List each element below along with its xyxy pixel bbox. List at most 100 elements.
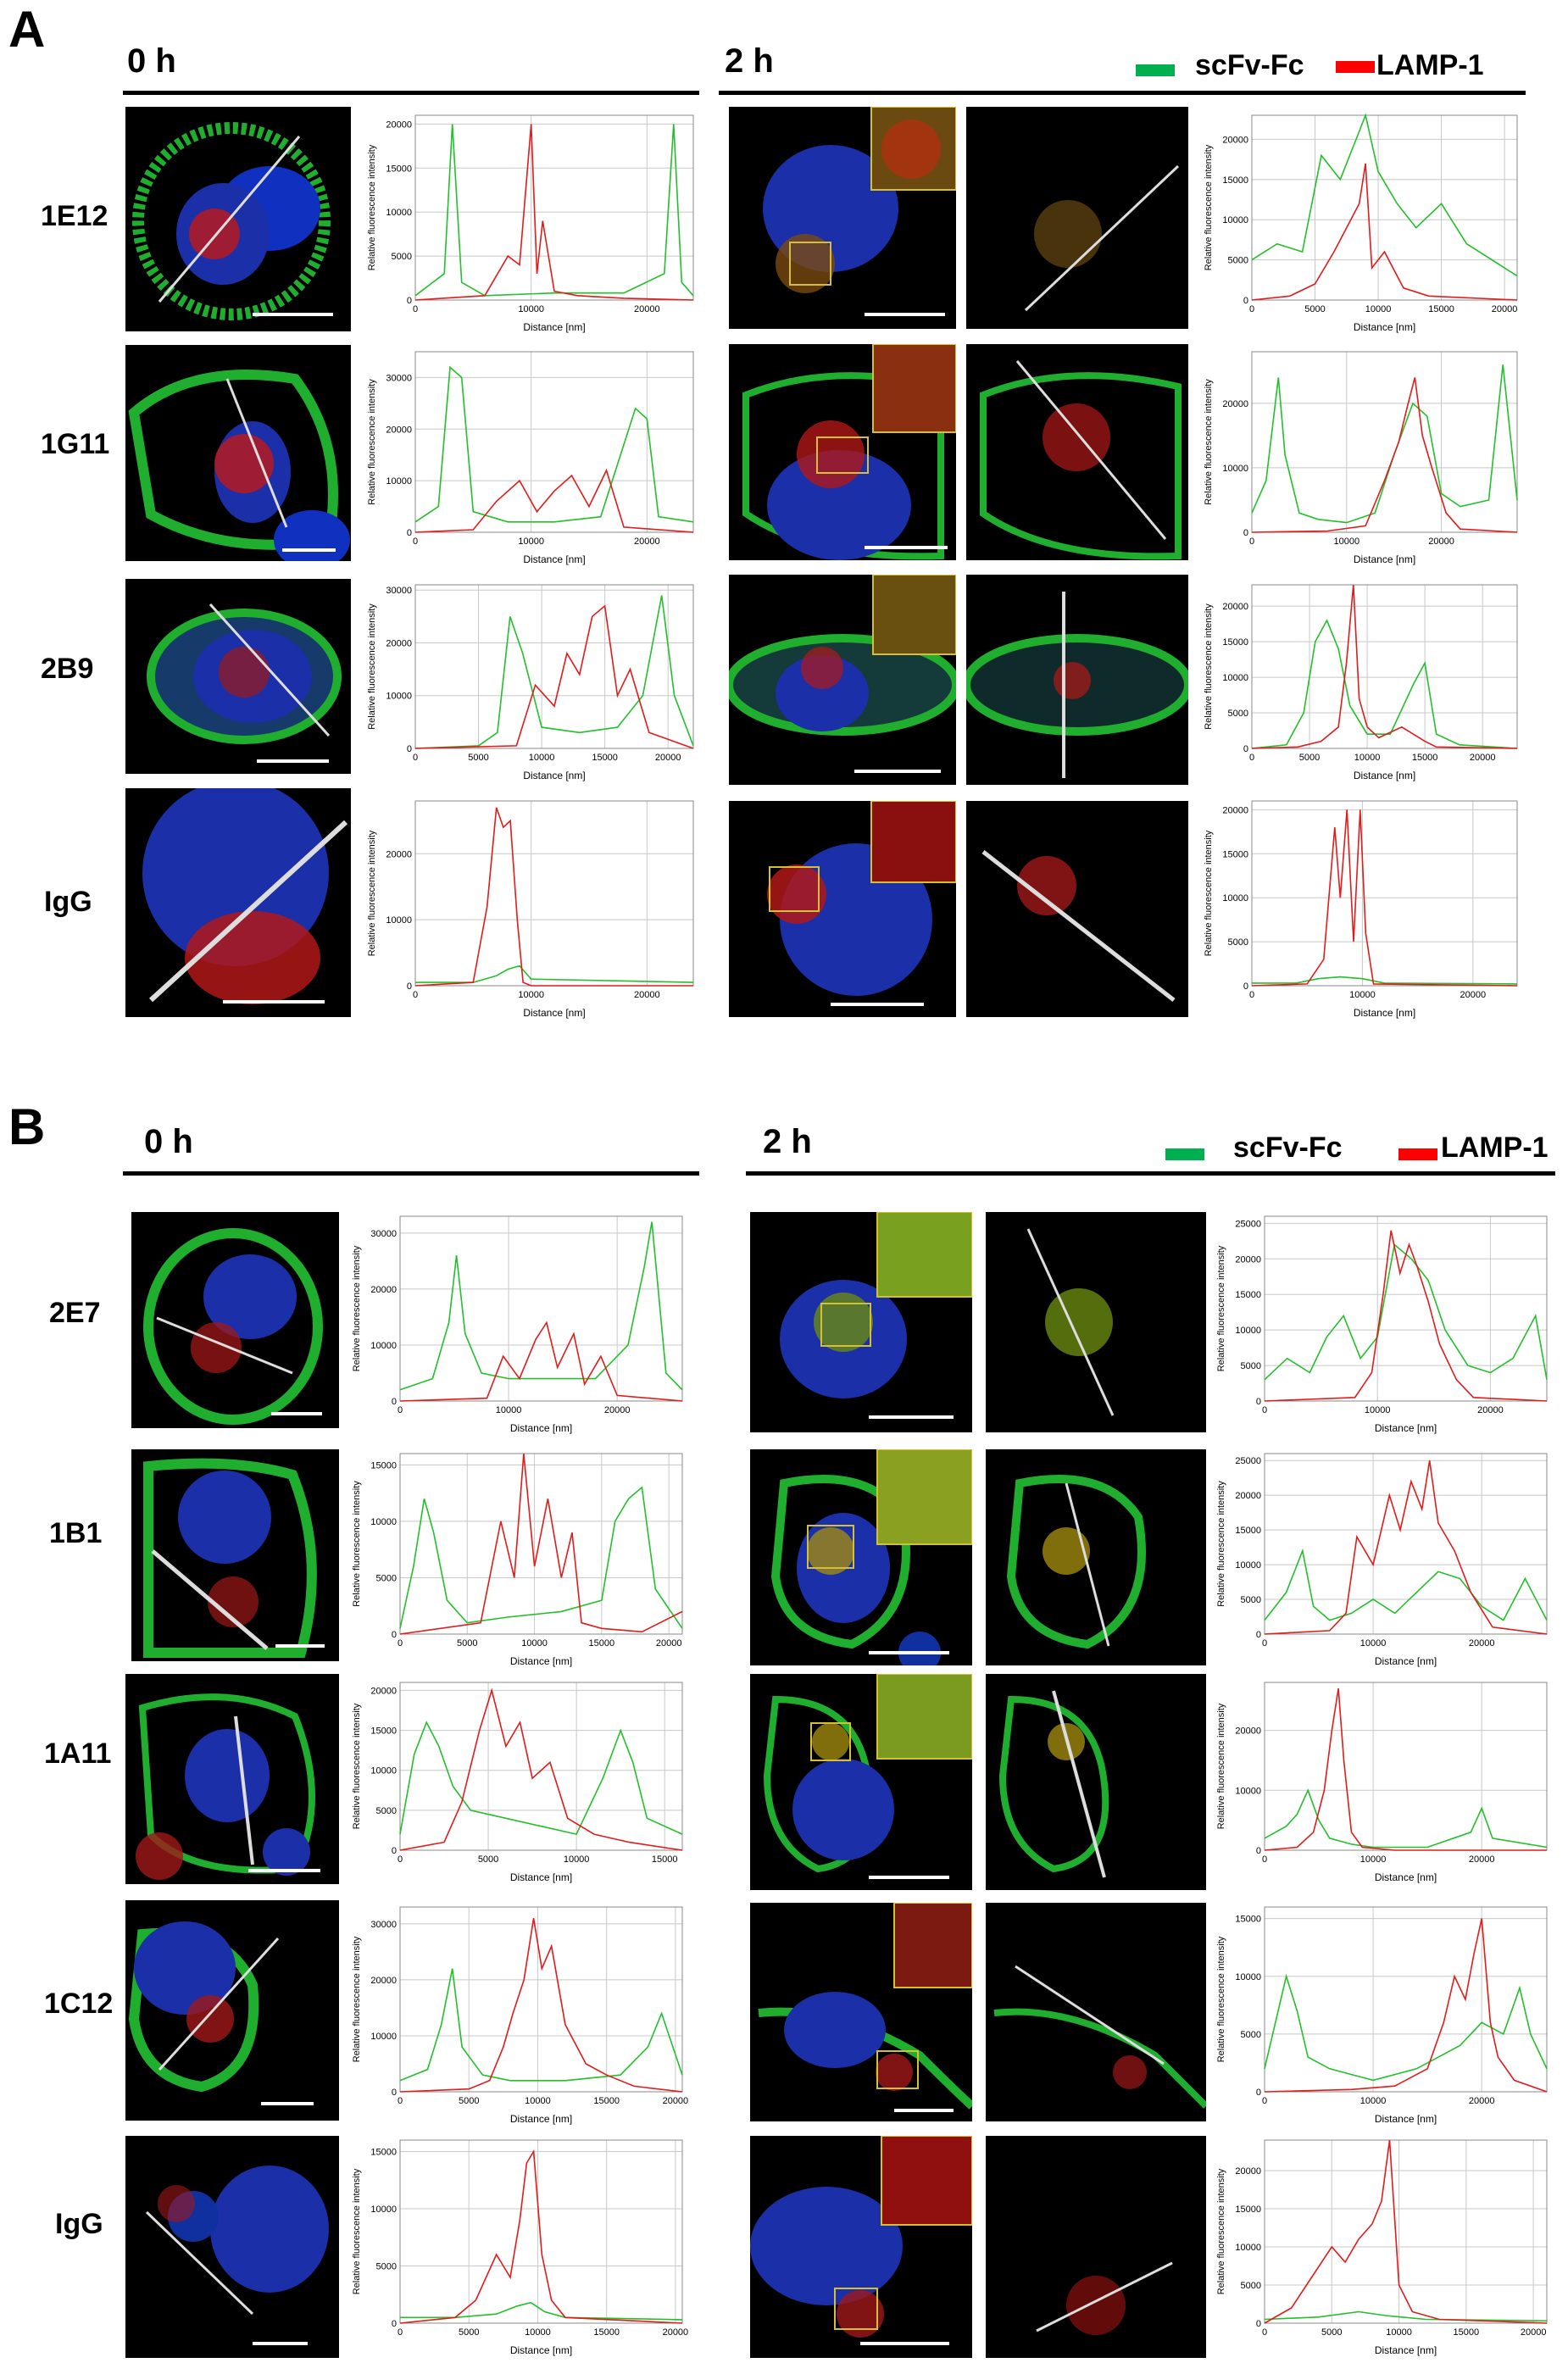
intensity-plot: 0 10000 20000 0 10000 20000 30000 Distance [nm]… [348,1208,691,1437]
x-tick-label: 0 [1262,2327,1267,2338]
micrograph [125,1900,339,2121]
green-series-line [414,124,694,297]
red-series-line [399,1453,683,1635]
y-tick-label: 10000 [1235,1560,1261,1571]
x-tick-label: 20000 [1521,2327,1547,2338]
y-tick-label: 10000 [386,476,412,486]
x-axis-label: Distance [nm] [510,1655,572,1667]
y-tick-label: 0 [1243,296,1248,306]
micrograph [729,344,956,560]
y-axis-label: Relative fluorescence intensity [1216,1481,1226,1607]
y-tick-label: 20000 [386,638,412,648]
y-tick-label: 20000 [1235,1254,1261,1265]
plot-svg: 0 10000 20000 0 5000 10000 15000 Distance [nm] R… [1216,1906,1548,2125]
x-tick-label: 5000 [457,1638,477,1649]
panel-letter: A [8,1,46,58]
row-label: IgG [44,886,92,918]
green-series-line [1264,1243,1548,1381]
y-tick-label: 15000 [1222,637,1248,648]
plot-frame [399,1215,683,1402]
y-tick-label: 0 [1256,1630,1261,1640]
y-tick-label: 10000 [1235,2243,1261,2253]
legend-swatch-red [1398,1148,1437,1160]
header-rule [719,91,1526,95]
micrograph [729,801,956,1017]
plot-frame [1251,351,1518,533]
panel-letter: B [8,1098,46,1155]
green-series-line [1264,1548,1548,1621]
y-axis-label: Relative fluorescence intensity [352,1245,362,1371]
plot-svg: 0 5000 10000 15000 20000 0 5000 10000 15000 Dista… [352,1453,683,1667]
plot-frame [1251,800,1518,987]
y-tick-label: 15000 [1235,1526,1261,1536]
x-axis-label: Distance [nm] [1354,1007,1415,1019]
y-tick-label: 30000 [370,1920,397,1930]
y-tick-label: 20000 [1222,602,1248,612]
y-tick-label: 20000 [1222,805,1248,815]
y-tick-label: 10000 [386,208,412,218]
micrograph [966,575,1188,785]
red-series-line [399,1687,683,1851]
y-axis-label: Relative fluorescence intensity [1204,144,1214,270]
y-tick-label: 5000 [376,1806,397,1816]
x-tick-label: 20000 [656,1638,682,1649]
y-axis-label: Relative fluorescence intensity [352,2168,362,2294]
plot-svg: 0 5000 10000 15000 20000 0 5000 10000 15000 20000… [1204,113,1518,333]
plot-svg: 0 5000 10000 15000 20000 0 10000 20000 30000 Dist… [367,584,694,781]
plot-frame [399,1453,683,1635]
micrograph [986,1674,1206,1890]
y-tick-label: 15000 [370,1726,397,1737]
red-series-line [1251,163,1518,301]
red-series-line [1264,1230,1548,1402]
x-tick-label: 0 [413,753,418,763]
plot-svg: 0 10000 20000 0 5000 10000 15000 20000 Distance … [367,114,694,333]
intensity-plot: 0 5000 10000 15000 20000 0 10000 20000 30000 Dist… [363,576,702,784]
x-tick-label: 10000 [1333,537,1359,547]
red-series-line [414,124,694,301]
y-tick-label: 20000 [1235,1491,1261,1501]
legend-label-red: LAMP-1 [1441,1131,1549,1164]
red-series-line [1264,1918,1548,2093]
y-tick-label: 5000 [1241,1595,1261,1605]
x-axis-label: Distance [nm] [510,2344,572,2356]
x-tick-label: 0 [1249,753,1254,763]
y-axis-label: Relative fluorescence intensity [1204,379,1214,505]
x-tick-label: 5000 [1304,304,1325,314]
micrograph [750,2136,972,2358]
y-axis-label: Relative fluorescence intensity [352,1936,362,2062]
plot-frame [1264,1453,1548,1635]
y-tick-label: 15000 [370,2148,397,2158]
intensity-plot: 0 10000 20000 0 10000 20000 Distance [nm] Relat… [1199,343,1526,568]
x-axis-label: Distance [nm] [510,1871,572,1883]
red-series-line [1251,584,1518,749]
x-tick-label: 20000 [1460,990,1487,1000]
row-label: IgG [55,2208,103,2240]
x-tick-label: 20000 [1428,537,1454,547]
intensity-plot: 0 10000 20000 0 5000 10000 15000 20000 Distance … [363,107,702,336]
y-tick-label: 0 [1256,2319,1261,2329]
plot-frame [399,1682,683,1851]
x-tick-label: 20000 [1469,1638,1495,1649]
y-tick-label: 20000 [370,1285,397,1295]
micrograph [750,1212,972,1432]
plot-frame [1264,1682,1548,1851]
plot-frame [1251,584,1518,749]
legend-label-green: scFv-Fc [1195,49,1304,81]
micrograph [131,1212,339,1428]
y-axis-label: Relative fluorescence intensity [1216,1936,1226,2062]
x-tick-label: 0 [413,990,418,1000]
plot-frame [414,114,694,301]
y-tick-label: 5000 [1241,2281,1261,2291]
header-rule [746,1171,1555,1176]
x-tick-label: 20000 [1469,1854,1495,1865]
x-tick-label: 5000 [459,2096,479,2106]
micrograph [986,1903,1206,2121]
micrograph [125,788,351,1017]
y-tick-label: 0 [1243,744,1248,754]
y-tick-label: 10000 [1222,673,1248,683]
y-tick-label: 5000 [376,2262,397,2272]
y-tick-label: 15000 [370,1460,397,1471]
x-tick-label: 5000 [1321,2327,1342,2338]
green-series-line [399,1486,683,1629]
plot-frame [1264,2139,1548,2324]
